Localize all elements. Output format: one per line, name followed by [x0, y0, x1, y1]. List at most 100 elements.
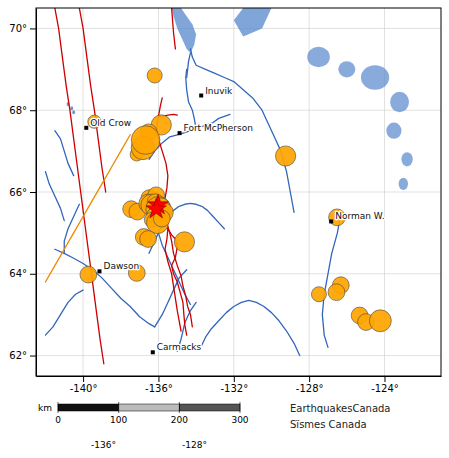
tick-label: 68°	[9, 105, 27, 116]
earthquake	[275, 146, 295, 166]
scale-tick	[179, 402, 180, 413]
tick-label: 64°	[9, 268, 27, 279]
series-line	[45, 135, 130, 282]
city-marker	[178, 131, 182, 135]
tick-mark	[158, 376, 159, 382]
grid-line	[36, 355, 441, 356]
water-patch	[70, 106, 73, 110]
tick: -140°	[70, 376, 98, 394]
earthquake	[174, 232, 194, 252]
grid	[36, 8, 441, 376]
labels: Inuvik Old Crow Fort McPherson Norman W. Daw…	[90, 86, 384, 353]
city-label: Norman W.	[335, 211, 384, 221]
mainshock	[146, 198, 166, 217]
map-line	[55, 8, 104, 364]
x-axis: -140°-136°-132°-128°-124°	[37, 376, 442, 394]
scale-label: 300	[231, 415, 248, 425]
footer-label: -128°	[182, 440, 207, 450]
series-ellipse	[307, 47, 412, 190]
city-marker	[97, 269, 101, 273]
water-patch	[338, 61, 355, 77]
map-line	[202, 300, 300, 355]
tick-label: -124°	[371, 383, 399, 394]
water-area	[234, 8, 272, 37]
map-line	[45, 135, 130, 282]
scale-tick	[240, 402, 241, 413]
city-label: Old Crow	[90, 118, 131, 128]
map-line	[45, 172, 64, 221]
scale-label: 200	[171, 415, 188, 425]
series-scatter	[146, 194, 168, 218]
city-marker	[199, 94, 203, 98]
tick-label: 66°	[9, 187, 27, 198]
series-scatter	[84, 94, 333, 355]
tick: -136°	[145, 376, 173, 394]
scale-unit: km	[38, 403, 52, 413]
tick: 70°	[9, 23, 36, 34]
earthquake	[140, 231, 157, 248]
map-line	[172, 8, 176, 49]
tick-mark	[384, 376, 385, 382]
water-patch	[361, 65, 389, 90]
scale-label: 0	[55, 415, 61, 425]
earthquake	[147, 68, 162, 83]
credit: Sïsmes Canada	[290, 419, 367, 430]
tick: -132°	[220, 376, 248, 394]
footer-label: -136°	[91, 440, 116, 450]
scale-segment	[119, 404, 180, 411]
tick-mark	[30, 192, 36, 193]
tick-label: -132°	[220, 383, 248, 394]
tick-mark	[234, 376, 235, 382]
scale-segment	[58, 404, 119, 411]
water-patch	[390, 92, 409, 112]
chart: Inuvik Old Crow Fort McPherson Norman W. Daw…	[0, 0, 449, 458]
city-label: Dawson	[103, 261, 139, 271]
tick-mark	[30, 110, 36, 111]
earthquake	[328, 284, 345, 301]
earthquake	[80, 266, 97, 283]
tick: 64°	[9, 268, 36, 279]
tick-label: -140°	[70, 383, 98, 394]
tick-mark	[30, 28, 36, 29]
water-patch	[399, 178, 408, 190]
tick-mark	[309, 376, 310, 382]
water-patch	[401, 152, 412, 166]
plot-frame	[36, 8, 441, 376]
city-label: Carmacks	[157, 342, 202, 352]
series-line	[55, 8, 193, 364]
earthquake	[311, 287, 326, 302]
map-line	[186, 69, 196, 128]
scale-tick	[118, 402, 119, 413]
plot-area	[45, 8, 412, 364]
scale-tick	[58, 402, 59, 413]
series-scatter	[80, 68, 391, 332]
scale-label: 100	[110, 415, 127, 425]
water-area	[172, 8, 196, 53]
axis-line	[36, 9, 37, 377]
city-label: Inuvik	[205, 86, 233, 96]
map-line	[79, 8, 105, 192]
city-marker	[151, 350, 155, 354]
tick: 62°	[9, 350, 36, 361]
tick: -124°	[371, 376, 399, 394]
tick-mark	[30, 274, 36, 275]
water-patch	[307, 47, 330, 67]
earthquake	[369, 310, 391, 332]
city-marker	[329, 219, 333, 223]
water-patch	[386, 122, 401, 138]
tick: 66°	[9, 187, 36, 198]
y-axis: 62° 64° 66° 68° 70°	[9, 9, 36, 377]
map-line	[55, 249, 155, 327]
credit: EarthquakesCanada	[290, 403, 390, 414]
map-line	[45, 290, 83, 335]
tick-label: 70°	[9, 23, 27, 34]
water-patch	[72, 110, 75, 114]
grid-line	[36, 110, 441, 111]
axis-line	[37, 376, 442, 377]
city-label: Fort McPherson	[184, 123, 253, 133]
series-line	[45, 49, 341, 356]
earthquake	[131, 126, 160, 155]
scale-segment	[179, 404, 240, 411]
city-marker	[84, 126, 88, 130]
tick: 68°	[9, 105, 36, 116]
